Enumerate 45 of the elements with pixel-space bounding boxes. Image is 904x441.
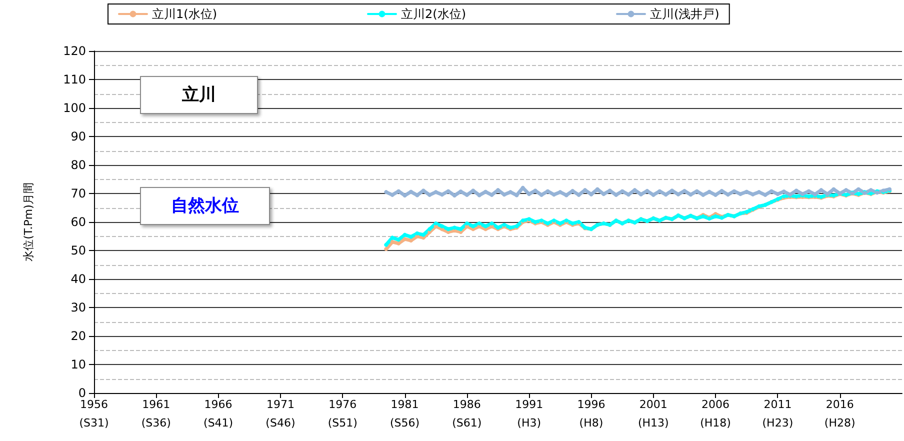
text: (H18) xyxy=(700,416,731,430)
legend-label: 立川1(水位) xyxy=(152,7,217,21)
y-tick-label: 50 xyxy=(70,244,86,258)
y-tick-label: 70 xyxy=(70,186,86,200)
text: (H13) xyxy=(638,416,669,430)
y-axis-title: 水位(T.Pm)月間 xyxy=(22,182,35,262)
text: (H8) xyxy=(579,416,604,430)
y-tick-label: 110 xyxy=(63,72,86,86)
y-tick-label: 100 xyxy=(63,101,86,115)
x-tick-label: 1966 xyxy=(204,398,232,411)
text-box: 自然水位 xyxy=(140,187,270,225)
text: (S46) xyxy=(266,416,296,430)
x-tick-label: 1971 xyxy=(266,398,294,411)
y-tick-label: 80 xyxy=(70,158,86,172)
x-tick-label: 1991 xyxy=(515,398,544,411)
legend-label: 立川2(水位) xyxy=(401,7,466,21)
text: (H28) xyxy=(824,416,856,430)
text-box: 立川 xyxy=(140,76,258,114)
text: (S51) xyxy=(328,416,358,430)
y-tick-label: 40 xyxy=(70,272,86,286)
y-tick-label: 0 xyxy=(78,386,86,400)
text: (S61) xyxy=(452,416,482,430)
y-tick-label: 60 xyxy=(70,215,86,229)
x-tick-label: 1961 xyxy=(142,398,170,411)
text: (H23) xyxy=(762,416,794,430)
y-tick-label: 30 xyxy=(70,300,86,314)
text: (H3) xyxy=(517,416,542,430)
text: (S31) xyxy=(79,416,109,430)
text: (S56) xyxy=(390,416,420,430)
x-tick-label: 2006 xyxy=(702,398,730,411)
text: (S36) xyxy=(141,416,171,430)
x-tick-label: 1981 xyxy=(390,398,419,411)
text: (S41) xyxy=(204,416,234,430)
x-tick-label: 2016 xyxy=(826,398,854,411)
legend-label: 立川(浅井戸) xyxy=(650,7,720,21)
x-tick-label: 2011 xyxy=(764,398,792,411)
y-tick-label: 120 xyxy=(63,44,86,58)
x-tick-label: 1986 xyxy=(452,398,481,411)
y-tick-label: 90 xyxy=(70,130,86,144)
y-tick-label: 10 xyxy=(70,358,86,372)
x-tick-label: 1996 xyxy=(577,398,606,411)
x-tick-label: 1956 xyxy=(80,398,108,411)
x-tick-label: 2001 xyxy=(639,398,668,411)
x-tick-label: 1976 xyxy=(328,398,357,411)
y-tick-label: 20 xyxy=(70,329,86,343)
